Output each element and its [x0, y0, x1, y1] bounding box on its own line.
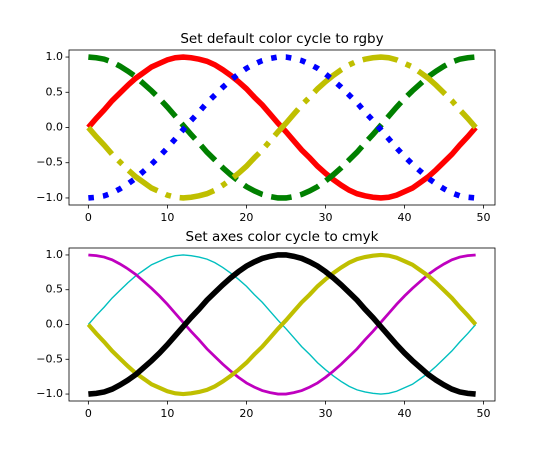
- x-tick-label: 0: [85, 407, 92, 420]
- x-tick-label: 20: [239, 211, 253, 224]
- y-tick-label: 1.0: [46, 50, 64, 63]
- x-tick-label: 40: [398, 407, 412, 420]
- y-tick-label: 0.5: [46, 283, 64, 296]
- y-tick-label: −0.5: [36, 156, 63, 169]
- line-series: [86, 54, 478, 201]
- x-tick-label: 10: [160, 407, 174, 420]
- x-tick-label: 30: [318, 211, 332, 224]
- y-tick-label: −1.0: [36, 191, 63, 204]
- x-tick-label: 50: [477, 211, 491, 224]
- x-tick-label: 20: [239, 407, 253, 420]
- line-series: [88, 253, 476, 396]
- axes-frame: [68, 247, 496, 402]
- y-tick-label: 0.0: [46, 318, 64, 331]
- chart-title: Set default color cycle to rgby: [180, 31, 383, 47]
- y-tick-label: 0.5: [46, 85, 64, 98]
- line-series: [88, 54, 476, 201]
- y-tick-label: 0.0: [46, 121, 64, 134]
- y-tick-label: −0.5: [36, 352, 63, 365]
- y-tick-label: −1.0: [36, 387, 63, 400]
- line-series: [88, 252, 476, 397]
- x-tick-label: 10: [160, 211, 174, 224]
- line-series: [88, 54, 476, 201]
- chart-title: Set axes color cycle to cmyk: [186, 229, 379, 245]
- y-tick-label: 1.0: [46, 248, 64, 261]
- x-tick-label: 30: [318, 407, 332, 420]
- x-tick-label: 50: [477, 407, 491, 420]
- x-tick-label: 40: [398, 211, 412, 224]
- x-tick-label: 0: [85, 211, 92, 224]
- line-series: [86, 252, 478, 397]
- axes-frame: [68, 49, 496, 206]
